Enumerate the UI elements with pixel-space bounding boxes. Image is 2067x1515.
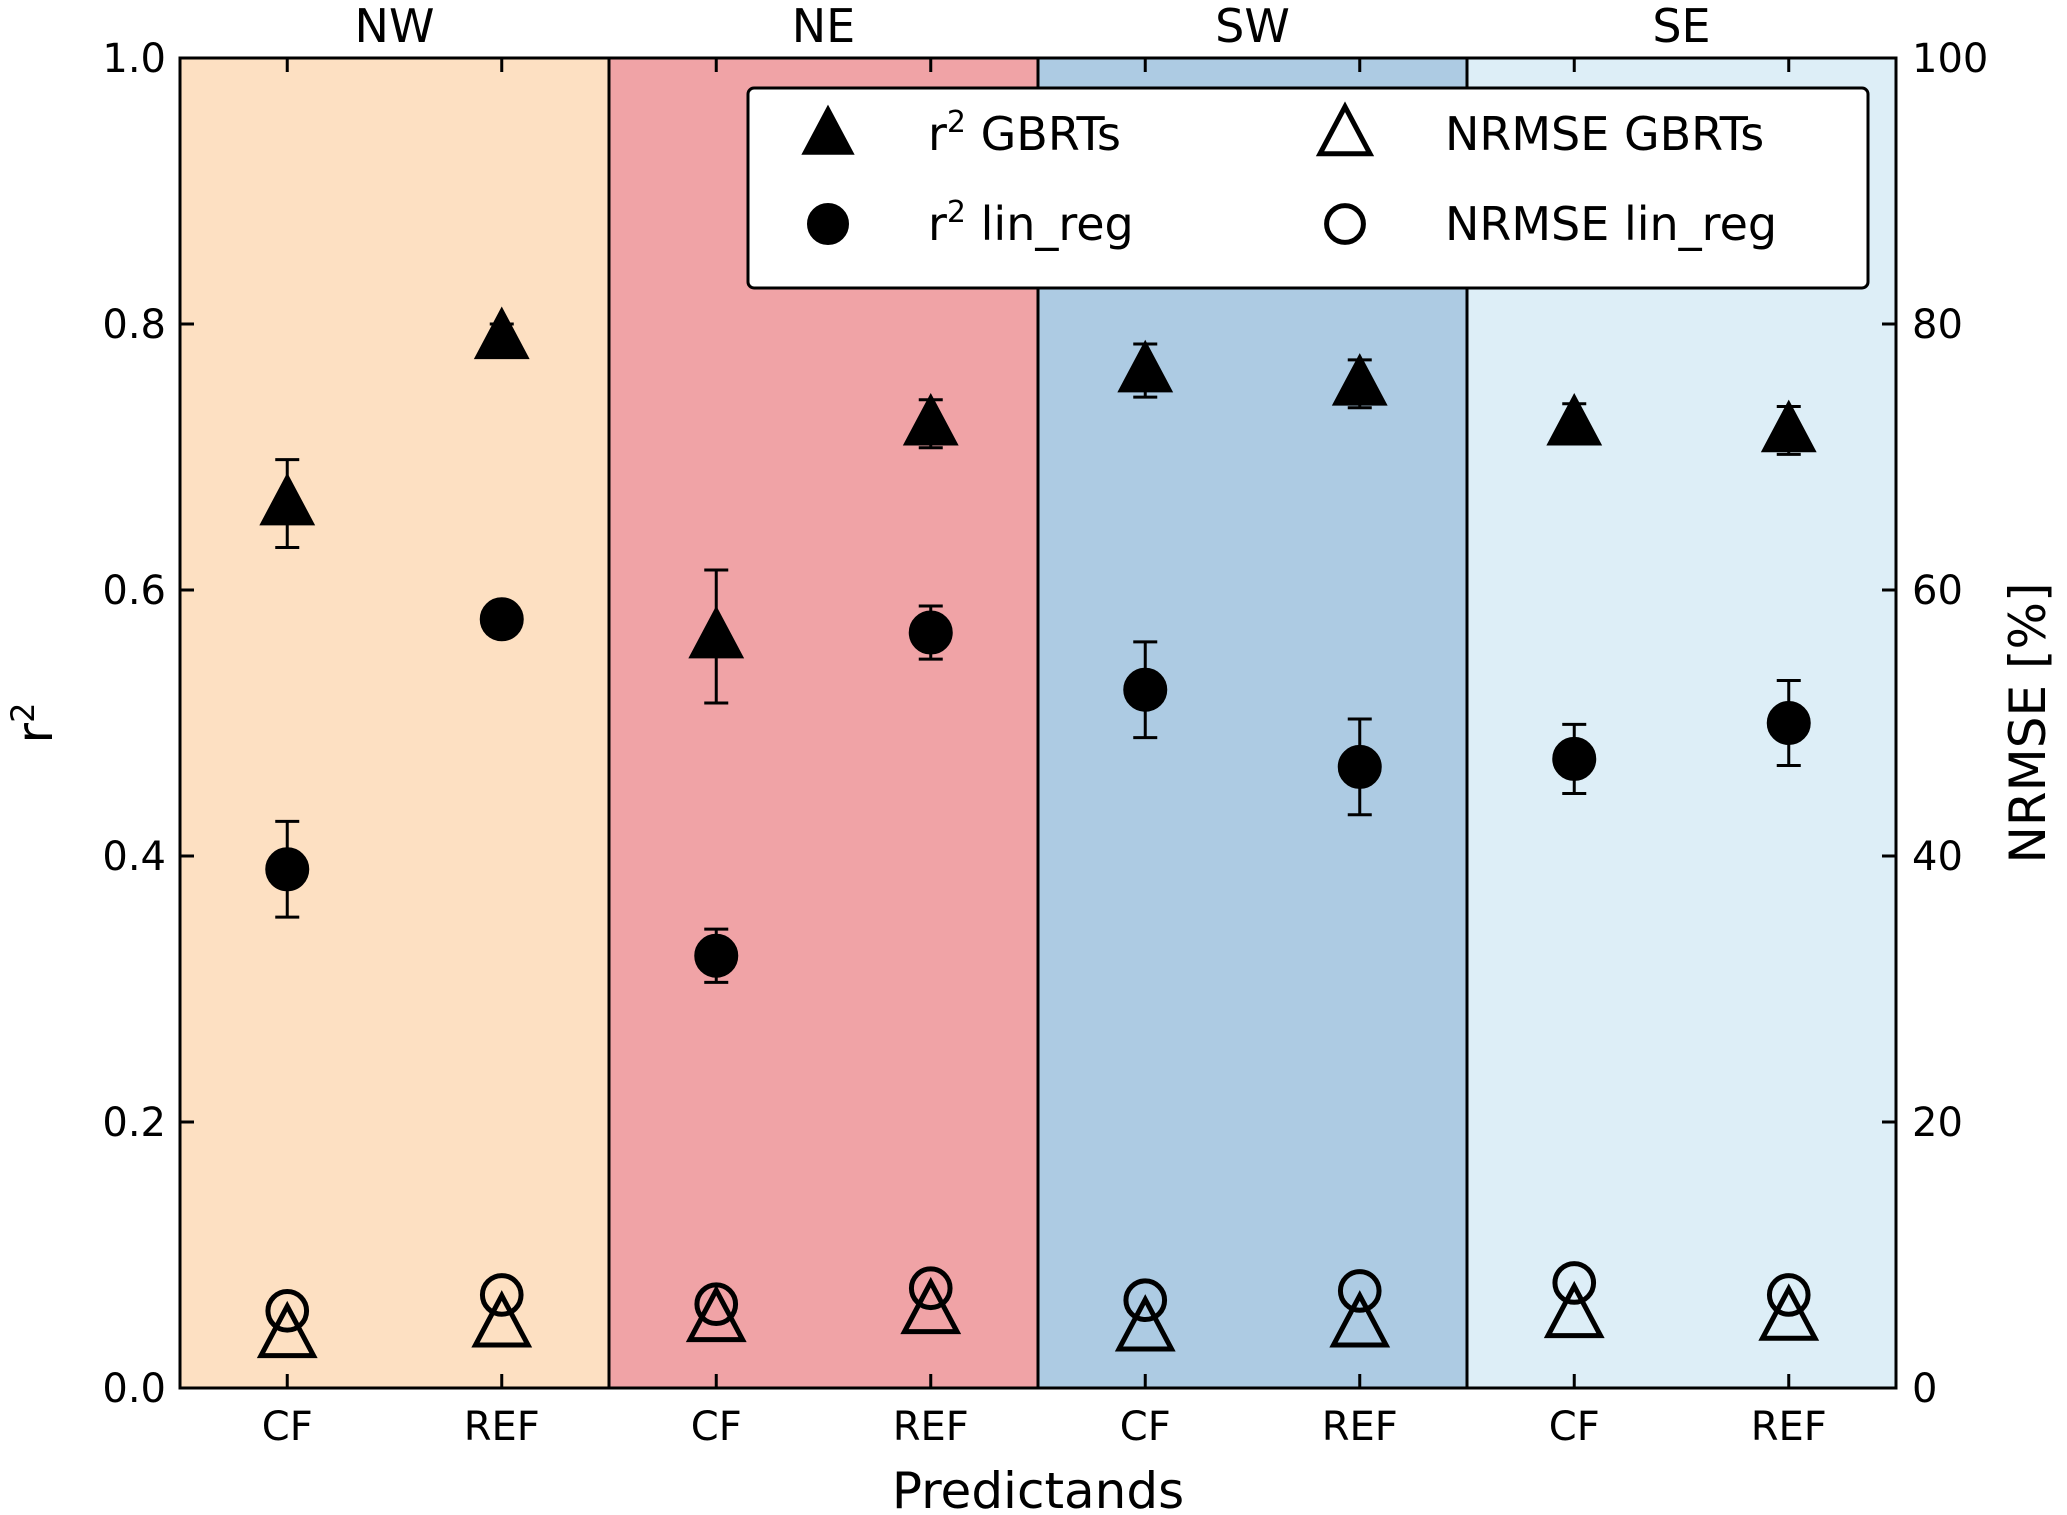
- legend-marker: [1324, 203, 1366, 245]
- region-bg-nw: [180, 58, 609, 1388]
- legend: r2 GBRTs r2 lin_reg NRMSE GBRTs NRMSE lin_r…: [746, 86, 1870, 290]
- x-tick-label: CF: [1120, 1404, 1171, 1450]
- point-r2_lin_reg: [1337, 744, 1382, 789]
- legend-box: [746, 86, 1870, 290]
- y2-tick-label: 40: [1912, 834, 1963, 880]
- legend-entry-label: r2 GBRTs: [928, 105, 1121, 161]
- axis-ticks: 0.0 0.2 0.4 0.6 0.8 1.0 0 20 40 60 80 100 CF REF CF REF…: [102, 36, 1988, 1450]
- y2-tick-label: 20: [1912, 1100, 1963, 1146]
- y-tick-label: 0.2: [102, 1100, 166, 1146]
- y2-tick-label: 0: [1912, 1366, 1937, 1412]
- point-nrmse_lin_reg: [479, 1273, 524, 1317]
- y2-tick-label: 60: [1912, 568, 1963, 614]
- point-nrmse_lin_reg: [265, 1289, 310, 1333]
- point-r2_lin_reg: [1123, 667, 1168, 712]
- point-r2_gbrts: [1331, 353, 1388, 406]
- plot-frame: [178, 56, 1898, 1390]
- point-nrmse_lin_reg: [908, 1266, 953, 1311]
- point-r2_gbrts: [473, 306, 530, 360]
- point-r2_lin_reg: [265, 847, 310, 892]
- y-tick-label: 0.6: [102, 568, 166, 614]
- point-r2_lin_reg: [1766, 701, 1811, 745]
- region-label-se: SE: [1652, 0, 1710, 53]
- x-tick-label: REF: [893, 1404, 969, 1450]
- x-tick-label: REF: [1322, 1404, 1398, 1450]
- y2-axis-title: NRMSE [%]: [1999, 582, 2057, 863]
- point-r2_lin_reg: [1552, 736, 1597, 781]
- x-tick-label: REF: [464, 1404, 540, 1450]
- y-axis-title: r2: [4, 703, 64, 744]
- data-markers: [256, 306, 1820, 1359]
- point-nrmse_lin_reg: [1123, 1278, 1168, 1323]
- legend-marker: [1315, 101, 1375, 157]
- axis-titles: Predictands r2 NRMSE [%]: [4, 582, 2057, 1515]
- legend-entry-label: r2 lin_reg: [928, 195, 1134, 251]
- legend-marker: [801, 104, 855, 155]
- point-nrmse_gbrts: [471, 1290, 533, 1348]
- region-label-sw: SW: [1215, 0, 1290, 53]
- x-tick-label: REF: [1751, 1404, 1827, 1450]
- region-labels: NW NE SW SE: [355, 0, 1711, 53]
- point-r2_lin_reg: [908, 610, 953, 655]
- point-r2_gbrts: [688, 605, 745, 659]
- point-r2_gbrts: [1760, 399, 1817, 453]
- legend-entry-label: NRMSE GBRTs: [1445, 107, 1764, 161]
- y2-tick-label: 80: [1912, 302, 1963, 348]
- point-nrmse_gbrts: [256, 1300, 318, 1359]
- region-label-ne: NE: [792, 0, 855, 53]
- point-r2_gbrts: [902, 392, 959, 446]
- x-tick-label: CF: [1549, 1404, 1600, 1450]
- y-axis-title-base: r: [6, 722, 64, 743]
- point-r2_gbrts: [1117, 339, 1174, 393]
- point-nrmse_gbrts: [1543, 1280, 1605, 1339]
- point-nrmse_gbrts: [1329, 1290, 1391, 1348]
- legend-marker: [807, 203, 849, 245]
- region-label-nw: NW: [355, 0, 435, 53]
- x-tick-label: CF: [691, 1404, 742, 1450]
- x-tick-label: CF: [262, 1404, 313, 1450]
- y-tick-label: 0.4: [102, 834, 166, 880]
- legend-entry-label: NRMSE lin_reg: [1445, 197, 1777, 251]
- point-nrmse_gbrts: [900, 1276, 962, 1335]
- point-r2_gbrts: [1546, 392, 1603, 446]
- point-nrmse_gbrts: [1114, 1294, 1176, 1352]
- point-nrmse_lin_reg: [1766, 1273, 1811, 1317]
- y-tick-label: 0.8: [102, 302, 166, 348]
- point-nrmse_lin_reg: [1337, 1269, 1382, 1313]
- point-r2_lin_reg: [479, 597, 524, 642]
- point-nrmse_gbrts: [1758, 1283, 1820, 1341]
- point-nrmse_lin_reg: [694, 1282, 739, 1327]
- y-tick-label: 1.0: [102, 36, 166, 82]
- y2-tick-label: 100: [1912, 36, 1988, 82]
- point-nrmse_lin_reg: [1552, 1261, 1597, 1305]
- point-r2_lin_reg: [694, 933, 739, 978]
- y-tick-label: 0.0: [102, 1366, 166, 1412]
- y-axis-title-sup: 2: [4, 703, 42, 723]
- x-axis-title: Predictands: [892, 1462, 1184, 1515]
- point-r2_gbrts: [259, 472, 316, 526]
